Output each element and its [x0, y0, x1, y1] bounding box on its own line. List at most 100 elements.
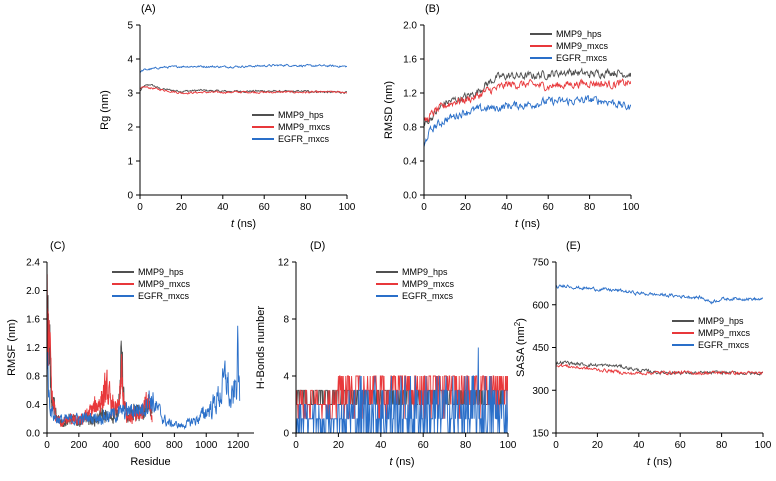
x-tick-label: 40: [501, 202, 513, 213]
y-axis-label-sup: 2: [513, 321, 522, 326]
x-axis-label-unit: (ns): [237, 218, 256, 230]
x-axis-label-var: t: [515, 218, 521, 230]
y-tick-label: 0.8: [403, 123, 417, 134]
y-tick-label: 600: [532, 300, 549, 311]
x-tick-label: 600: [134, 440, 151, 451]
plot-area: [296, 347, 508, 433]
panel-2: (B) 0 20 40 60 80 100 0.0 0.4 0.8 1.2 1.6 2.0 t (ns) R…: [383, 3, 640, 230]
legend-label-EGFR_mxcs: EGFR_mxcs: [402, 291, 454, 301]
x-axis-label: Residue: [130, 456, 170, 468]
plot-area: [556, 283, 763, 376]
series-line-EGFR_mxcs: [140, 63, 347, 73]
series-line-MMP9_mxcs: [47, 274, 153, 427]
x-axis-label-var: t: [231, 218, 237, 230]
x-tick-label: 20: [333, 440, 345, 451]
y-tick-label: 0.4: [26, 400, 40, 411]
x-axis-label-unit: (ns): [653, 456, 672, 468]
panel-label: (B): [425, 3, 440, 15]
x-axis-label-unit: (ns): [396, 456, 415, 468]
legend: MMP9_hps MMP9_mxcs EGFR_mxcs: [376, 267, 455, 301]
legend-label-MMP9_hps: MMP9_hps: [278, 110, 324, 120]
x-tick-label: 40: [633, 440, 645, 451]
y-axis-label-text: SASA (nm: [515, 326, 527, 377]
series-line-EGFR_mxcs: [424, 95, 631, 148]
y-axis-label-text: RMSF (nm): [6, 319, 18, 376]
x-tick-label: 80: [300, 202, 312, 213]
x-tick-label: 0: [137, 202, 143, 213]
x-axis-label: t (ns): [515, 218, 540, 230]
x-tick-label: 60: [543, 202, 555, 213]
panel-label: (A): [141, 3, 156, 15]
y-tick-label: 12: [278, 258, 290, 269]
x-axis-label: t (ns): [231, 218, 256, 230]
series-line-MMP9_mxcs: [140, 85, 347, 95]
y-tick-label: 2.4: [26, 258, 40, 269]
legend-label-EGFR_mxcs: EGFR_mxcs: [698, 340, 750, 350]
y-tick-label: 0: [127, 191, 133, 202]
series-line-EGFR_mxcs: [296, 347, 508, 433]
x-tick-label: 400: [102, 440, 119, 451]
legend-label-MMP9_mxcs: MMP9_mxcs: [278, 122, 331, 132]
y-tick-label: 1.2: [403, 89, 417, 100]
y-tick-label: 150: [532, 429, 549, 440]
plot-area: [424, 67, 631, 148]
legend: MMP9_hps MMP9_mxcs EGFR_mxcs: [672, 316, 751, 350]
x-tick-label: 20: [176, 202, 188, 213]
y-axis-label: RMSD (nm): [383, 81, 395, 139]
series-line-EGFR_mxcs: [556, 283, 763, 305]
series-line-MMP9_mxcs: [424, 78, 631, 123]
legend-label-MMP9_hps: MMP9_hps: [138, 267, 184, 277]
legend: MMP9_hps MMP9_mxcs EGFR_mxcs: [530, 29, 609, 63]
legend: MMP9_hps MMP9_mxcs EGFR_mxcs: [112, 267, 191, 301]
y-axis-label-text: RMSD (nm): [383, 81, 395, 139]
legend-label-MMP9_mxcs: MMP9_mxcs: [698, 328, 751, 338]
x-tick-label: 0: [44, 440, 50, 451]
y-tick-label: 8: [283, 315, 289, 326]
y-tick-label: 2.0: [403, 21, 417, 32]
y-tick-label: 300: [532, 386, 549, 397]
legend-label-MMP9_hps: MMP9_hps: [698, 316, 744, 326]
panel-label: (D): [310, 240, 325, 252]
y-axis-label: H-Bonds number: [255, 306, 267, 389]
legend-label-MMP9_mxcs: MMP9_mxcs: [556, 41, 609, 51]
x-tick-label: 20: [592, 440, 604, 451]
y-axis-label-text: Rg (nm): [99, 90, 111, 130]
y-axis-label: SASA (nm2): [513, 318, 527, 377]
x-tick-label: 80: [460, 440, 472, 451]
series-line-MMP9_hps: [424, 67, 631, 127]
y-axis-label: RMSF (nm): [6, 319, 18, 376]
y-tick-label: 0.8: [26, 372, 40, 383]
legend-label-EGFR_mxcs: EGFR_mxcs: [278, 134, 330, 144]
y-axis-label-text: H-Bonds number: [255, 306, 267, 389]
legend: MMP9_hps MMP9_mxcs EGFR_mxcs: [252, 110, 331, 144]
y-tick-label: 3: [127, 89, 133, 100]
x-axis-label-var: t: [389, 456, 395, 468]
x-tick-label: 60: [418, 440, 430, 451]
x-axis-label: t (ns): [647, 456, 672, 468]
y-tick-label: 0.4: [403, 157, 417, 168]
panel-4: (D) 0 20 40 60 80 100 0 4 8 12 t (ns) H-Bonds number…: [255, 240, 517, 468]
y-tick-label: 0: [283, 429, 289, 440]
x-tick-label: 0: [553, 440, 559, 451]
x-axis-label-var: t: [647, 456, 653, 468]
panel-3: (C) 0 200 400 600 800 1000 1200 0.0 0.4 0.8 1.2 1.6 2…: [6, 240, 254, 468]
x-tick-label: 0: [293, 440, 299, 451]
y-tick-label: 0.0: [403, 191, 417, 202]
y-tick-label: 1.6: [26, 315, 40, 326]
panel-5: (E) 0 20 40 60 80 100 150 300 450 600 750 t (ns) SASA…: [513, 240, 772, 468]
x-tick-label: 20: [460, 202, 472, 213]
x-tick-label: 800: [166, 440, 183, 451]
x-tick-label: 100: [623, 202, 640, 213]
x-tick-label: 60: [259, 202, 271, 213]
plot-area: [140, 63, 347, 95]
series-line-EGFR_mxcs: [47, 325, 241, 430]
legend-label-MMP9_hps: MMP9_hps: [402, 267, 448, 277]
panel-label: (C): [50, 240, 65, 252]
x-axis-label-unit: (ns): [521, 218, 540, 230]
x-tick-label: 1000: [195, 440, 218, 451]
y-tick-label: 0.0: [26, 429, 40, 440]
legend-label-MMP9_mxcs: MMP9_mxcs: [138, 279, 191, 289]
x-tick-label: 200: [71, 440, 88, 451]
legend-label-EGFR_mxcs: EGFR_mxcs: [556, 53, 608, 63]
